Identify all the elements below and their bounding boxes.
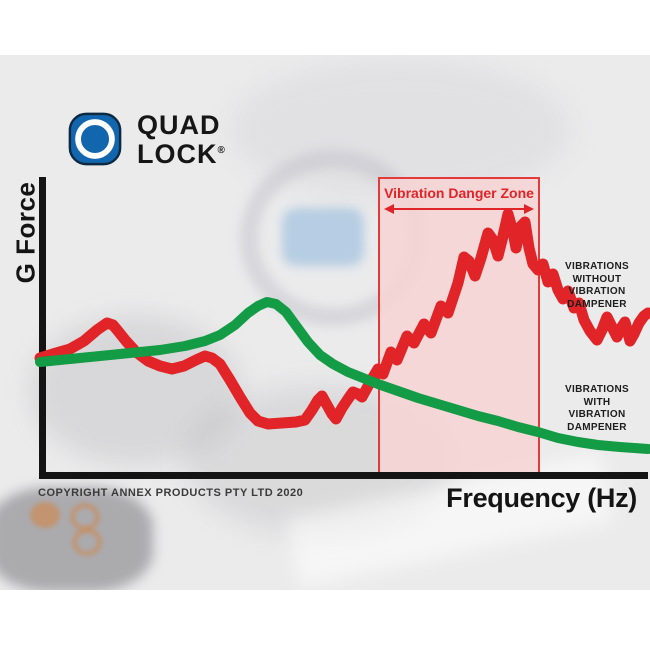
copyright-text: COPYRIGHT ANNEX PRODUCTS PTY LTD 2020 — [38, 487, 304, 499]
x-axis-line — [39, 472, 648, 479]
vibration-danger-zone: Vibration Danger Zone — [378, 177, 540, 474]
quadlock-logotype: QUAD LOCK® — [137, 110, 225, 169]
brand-line-lock: LOCK® — [137, 139, 225, 169]
label-vibrations-without-dampener: VIBRATIONS WITHOUT VIBRATION DAMPENER — [565, 261, 629, 310]
brand-line-quad: QUAD — [137, 110, 221, 140]
danger-zone-span-arrow-icon — [384, 204, 534, 214]
quadlock-logo-icon — [68, 112, 122, 166]
copper-nut-shape — [30, 502, 60, 528]
copper-ring-shape — [70, 503, 100, 531]
x-axis-label: Frequency (Hz) — [446, 483, 637, 513]
blue-mount-shape — [282, 208, 364, 266]
registered-mark: ® — [217, 145, 225, 156]
copper-ring-shape — [72, 528, 102, 556]
label-vibrations-with-dampener: VIBRATIONS WITH VIBRATION DAMPENER — [565, 384, 629, 433]
danger-zone-label: Vibration Danger Zone — [384, 185, 534, 201]
y-axis-label: G Force — [10, 181, 41, 284]
